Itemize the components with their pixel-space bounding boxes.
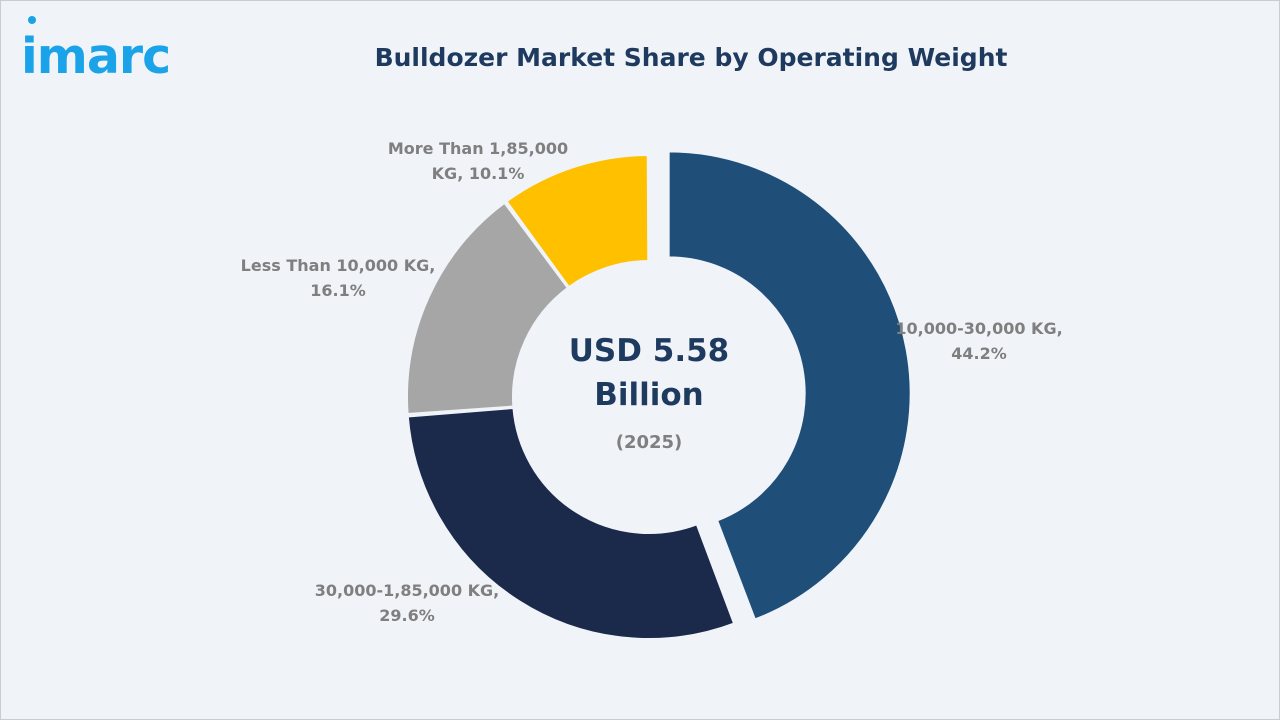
slice-label-line: 29.6% — [379, 606, 435, 625]
donut-slices — [406, 150, 912, 640]
slice-30-000-1-85-000-kg — [406, 406, 736, 640]
slice-10-000-30-000-kg — [667, 150, 912, 621]
center-year: (2025) — [616, 432, 683, 453]
slice-label-30-000-1-85-000-kg: 30,000-1,85,000 KG, 29.6% — [315, 581, 500, 625]
center-value-line: Billion — [594, 377, 704, 413]
logo-text: imarc — [21, 28, 170, 79]
slice-more-than-1-85-000-kg — [505, 153, 650, 289]
chart-title: Bulldozer Market Share by Operating Weig… — [374, 43, 1008, 72]
center-value-line: USD 5.58 — [569, 333, 730, 369]
slice-label-line: Less Than 10,000 KG, — [241, 256, 436, 275]
slice-less-than-10-000-kg — [406, 201, 570, 416]
slice-label-line: KG, 10.1% — [432, 164, 525, 183]
slice-label-line: 16.1% — [310, 281, 366, 300]
logo-dot — [28, 16, 36, 24]
slice-labels: 10,000-30,000 KG, 44.2% 30,000-1,85,000 KG… — [241, 139, 1063, 625]
slice-label-line: 44.2% — [951, 344, 1007, 363]
slice-label-less-than-10-000-kg: Less Than 10,000 KG, 16.1% — [241, 256, 436, 300]
slice-label-line: More Than 1,85,000 — [388, 139, 568, 158]
slice-label-more-than-1-85-000-kg: More Than 1,85,000 KG, 10.1% — [388, 139, 568, 183]
slice-label-line: 30,000-1,85,000 KG, — [315, 581, 500, 600]
imarc-logo: imarc — [21, 16, 171, 79]
donut-center: USD 5.58 Billion (2025) — [569, 333, 730, 453]
slice-label-line: 10,000-30,000 KG, — [895, 319, 1062, 338]
slice-label-10-000-30-000-kg: 10,000-30,000 KG, 44.2% — [895, 319, 1062, 363]
